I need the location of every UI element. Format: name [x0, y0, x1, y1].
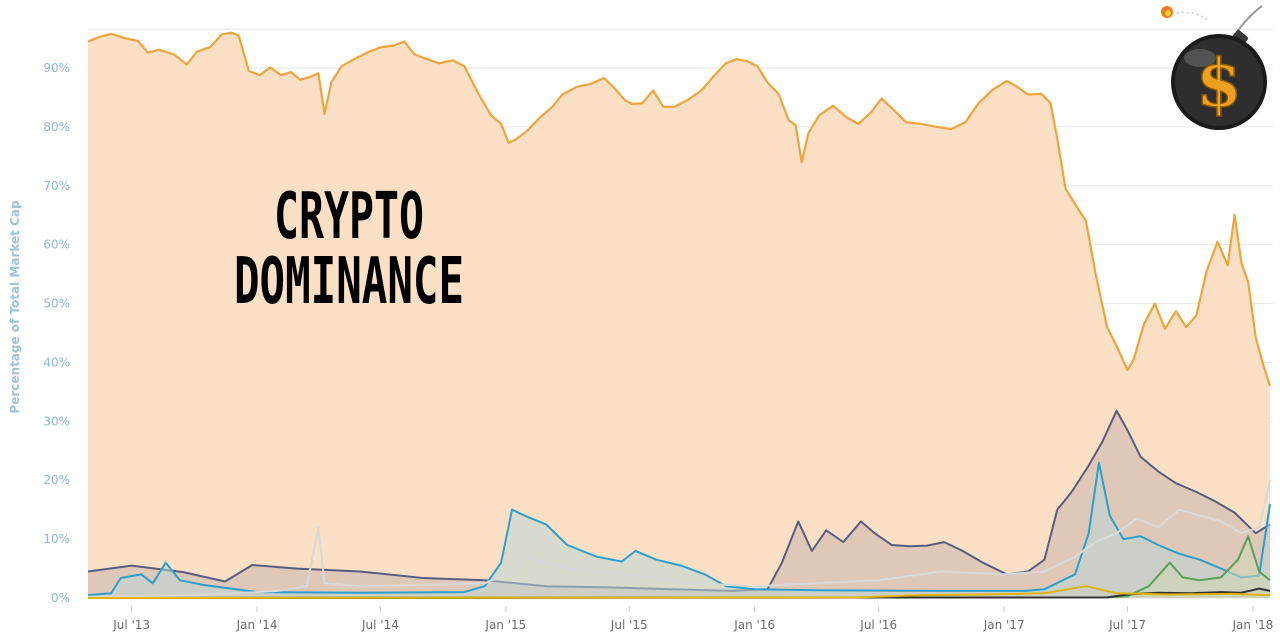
chart-title-line-2: DOMINANCE — [234, 245, 464, 319]
series-line — [87, 461, 1271, 597]
x-axis-ticks: Jul '13 Jan '14 Jul '14 Jan '15 Jul '15 Jan '… — [112, 606, 1273, 632]
x-tick-label: Jul '15 — [610, 618, 648, 632]
y-tick-label: 30% — [43, 414, 70, 428]
x-tick-label: Jan '15 — [484, 618, 526, 632]
y-tick-label: 70% — [43, 179, 70, 193]
y-tick-label: 40% — [43, 355, 70, 369]
y-tick-label: 60% — [43, 238, 70, 252]
x-tick-label: Jul '16 — [859, 618, 897, 632]
series-line — [87, 479, 1271, 598]
x-tick-label: Jan '17 — [983, 618, 1025, 632]
y-axis-label: Percentage of Total Market Cap — [8, 200, 22, 414]
y-tick-label: 90% — [43, 61, 70, 75]
x-tick-label: Jan '18 — [1232, 618, 1274, 632]
x-tick-label: Jul '14 — [361, 618, 399, 632]
series-area — [88, 32, 1270, 598]
y-tick-label: 10% — [43, 532, 70, 546]
y-tick-label: 20% — [43, 473, 70, 487]
y-axis-ticks: 0% 10% 20% 30% 40% 50% 60% 70% 80% 90% — [43, 61, 70, 605]
series-line — [87, 587, 1271, 599]
series-line — [87, 31, 1272, 387]
series-area — [88, 536, 1270, 598]
series-areas — [87, 31, 1272, 599]
y-tick-label: 80% — [43, 120, 70, 134]
series-line — [87, 409, 1271, 592]
x-tick-label: Jan '14 — [236, 618, 278, 632]
chart-title: CRYPTO DOMINANCE — [234, 180, 464, 319]
y-tick-label: 50% — [43, 297, 70, 311]
x-tick-label: Jan '16 — [733, 618, 775, 632]
svg-text:$: $ — [1196, 44, 1242, 122]
bomb-logo-icon: $ — [1161, 5, 1267, 130]
series-line — [87, 585, 1271, 599]
x-tick-label: Jul '17 — [1108, 618, 1146, 632]
x-tick-label: Jul '13 — [112, 618, 150, 632]
y-tick-label: 0% — [51, 591, 70, 605]
chart-title-line-1: CRYPTO — [274, 180, 424, 254]
series-line — [87, 535, 1271, 599]
